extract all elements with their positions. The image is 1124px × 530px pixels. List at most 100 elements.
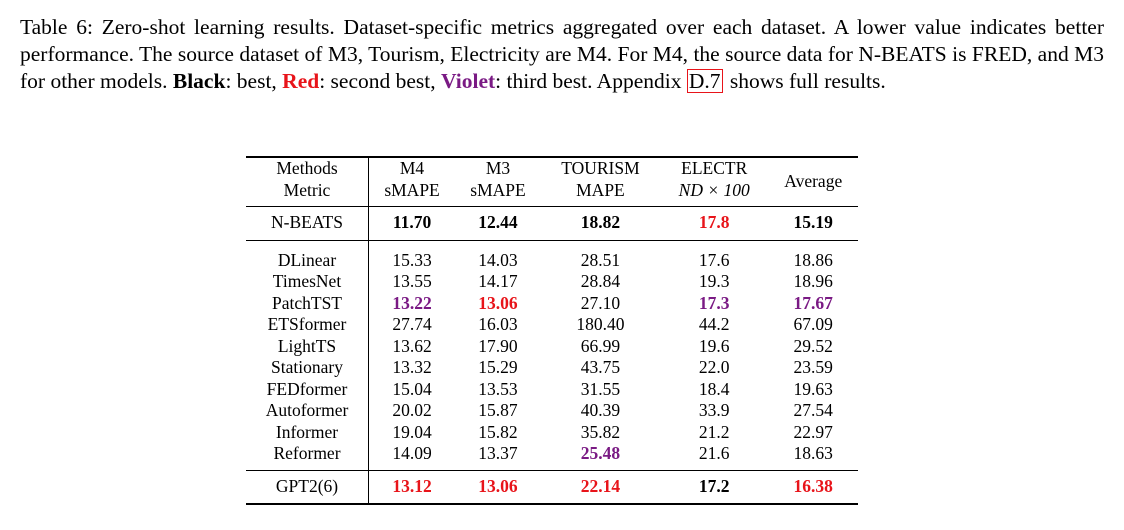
caption-text: shows full results. [724, 69, 886, 93]
value-cell: 13.06 [455, 469, 541, 505]
value-cell: 18.82 [540, 206, 660, 241]
header-cell: ND × 100 [678, 179, 750, 200]
table-row: LightTS 13.62 17.90 66.99 19.6 29.52 [246, 335, 858, 357]
value-cell: 13.37 [478, 443, 518, 463]
header-row: Methods M4 M3 TOURISM ELECTR Average [246, 156, 858, 207]
table-row: Informer 19.04 15.82 35.82 21.2 22.97 [246, 421, 858, 443]
header-cell: sMAPE [384, 179, 440, 200]
method-name: GPT2(6) [246, 469, 369, 505]
value-cell: 15.19 [768, 206, 858, 241]
value-cell: 15.82 [478, 421, 518, 442]
caption-text: : third best. Appendix [495, 69, 687, 93]
value-cell: 27.54 [793, 400, 833, 420]
caption-text: : second best, [319, 69, 442, 93]
value-cell: 22.0 [698, 357, 730, 377]
table-row: DLinear 15.33 14.03 28.51 17.6 18.86 [246, 240, 858, 271]
value-cell: 13.53 [478, 378, 518, 399]
value-cell: 40.39 [580, 400, 621, 420]
value-cell: 23.59 [793, 357, 833, 377]
value-cell: 13.62 [392, 335, 432, 356]
value-cell: 18.96 [793, 271, 833, 291]
value-cell: 18.86 [793, 249, 833, 270]
value-cell: 12.44 [455, 206, 541, 241]
caption-text: : best, [225, 69, 283, 93]
results-table-wrapper: Methods M4 M3 TOURISM ELECTR Average Met… [246, 156, 858, 505]
value-cell: 19.6 [698, 335, 730, 356]
method-name: Reformer [246, 443, 369, 470]
value-cell: 43.75 [580, 357, 621, 377]
table-row: ETSformer 27.74 16.03 180.40 44.2 67.09 [246, 314, 858, 336]
table-row: Autoformer 20.02 15.87 40.39 33.9 27.54 [246, 400, 858, 422]
method-name: TimesNet [246, 271, 369, 293]
table-row: TimesNet 13.55 14.17 28.84 19.3 18.96 [246, 271, 858, 293]
table-row: Stationary 13.32 15.29 43.75 22.0 23.59 [246, 357, 858, 379]
value-cell: 22.14 [540, 469, 660, 505]
value-cell: 18.63 [793, 443, 833, 463]
value-cell: 22.97 [793, 421, 833, 442]
method-name: ETSformer [246, 314, 369, 336]
value-cell: 20.02 [392, 400, 432, 420]
value-cell: 17.90 [478, 335, 518, 356]
value-cell: 17.3 [698, 292, 730, 313]
table-row: FEDformer 15.04 13.53 31.55 18.4 19.63 [246, 378, 858, 400]
header-cell: MAPE [576, 179, 625, 200]
value-cell: 17.2 [659, 469, 769, 505]
method-name: Informer [246, 421, 369, 443]
value-cell: 13.22 [392, 292, 432, 313]
value-cell: 25.48 [580, 443, 621, 463]
appendix-link[interactable]: D.7 [686, 69, 723, 93]
method-name: Stationary [246, 357, 369, 379]
legend-black: Black [172, 69, 226, 93]
value-cell: 19.63 [793, 378, 833, 399]
value-cell: 28.51 [580, 249, 621, 270]
value-cell: 66.99 [580, 335, 621, 356]
value-cell: 21.6 [698, 443, 730, 463]
value-cell: 15.33 [392, 249, 432, 270]
method-name: DLinear [246, 240, 369, 271]
value-cell: 31.55 [580, 378, 621, 399]
value-cell: 17.6 [698, 249, 730, 270]
header-cell: Methods [246, 156, 369, 180]
value-cell: 44.2 [698, 314, 730, 334]
table-row: GPT2(6) 13.12 13.06 22.14 17.2 16.38 [246, 469, 858, 505]
value-cell: 13.06 [478, 292, 518, 313]
value-cell: 18.4 [698, 378, 730, 399]
header-cell: sMAPE [470, 179, 526, 200]
method-name: LightTS [246, 335, 369, 357]
value-cell: 11.70 [368, 206, 456, 241]
value-cell: 19.04 [392, 421, 432, 442]
value-cell: 15.04 [392, 378, 432, 399]
value-cell: 27.10 [580, 292, 621, 313]
value-cell: 67.09 [793, 314, 833, 334]
header-cell: Metric [246, 179, 369, 207]
value-cell: 33.9 [698, 400, 730, 420]
value-cell: 15.87 [478, 400, 518, 420]
method-name: PatchTST [246, 292, 369, 314]
value-cell: 16.38 [768, 469, 858, 505]
value-cell: 28.84 [580, 271, 621, 291]
legend-red: Red [282, 69, 320, 93]
value-cell: 29.52 [793, 335, 833, 356]
value-cell: 14.17 [478, 271, 518, 291]
value-cell: 15.29 [478, 357, 518, 377]
value-cell: 14.09 [392, 443, 432, 463]
value-cell: 180.40 [576, 314, 625, 334]
value-cell: 35.82 [580, 421, 621, 442]
header-row: Metric sMAPE sMAPE MAPE ND × 100 [246, 179, 858, 207]
header-cell-average: Average [768, 156, 858, 207]
caption-text: Table 6: Zero-shot learning results. Dat… [20, 15, 1104, 93]
table-caption: Table 6: Zero-shot learning results. Dat… [20, 14, 1104, 95]
value-cell: 27.74 [392, 314, 432, 334]
value-cell: 13.12 [368, 469, 456, 505]
legend-violet: Violet [441, 69, 496, 93]
value-cell: 16.03 [478, 314, 518, 334]
header-cell: TOURISM [540, 156, 660, 180]
value-cell: 13.32 [392, 357, 432, 377]
table-row: Reformer 14.09 13.37 25.48 21.6 18.63 [246, 443, 858, 470]
method-name: Autoformer [246, 400, 369, 422]
method-name: N-BEATS [246, 206, 369, 241]
table-row: N-BEATS 11.70 12.44 18.82 17.8 15.19 [246, 206, 858, 241]
header-cell: M4 [368, 156, 456, 180]
value-cell: 14.03 [478, 249, 518, 270]
value-cell: 13.55 [392, 271, 432, 291]
